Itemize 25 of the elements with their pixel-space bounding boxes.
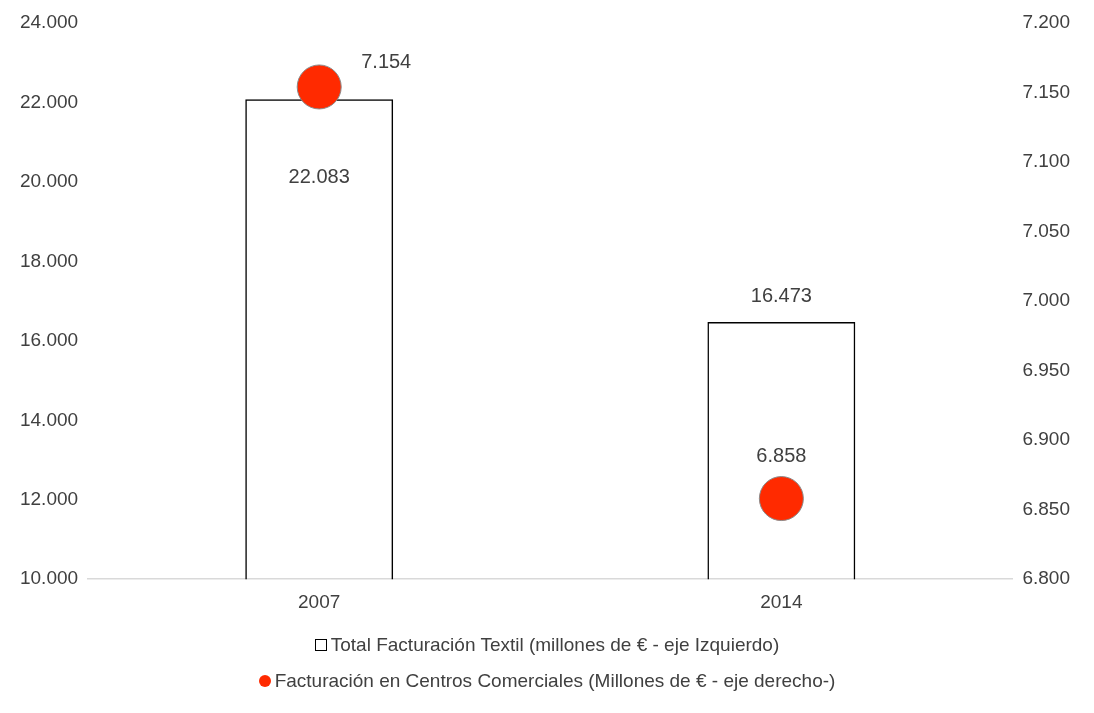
y-tick-label: 10.000 bbox=[19, 567, 79, 589]
x-tick-label: 2007 bbox=[298, 590, 341, 612]
y2-tick-label: 6.850 bbox=[1022, 497, 1070, 519]
x-tick-label: 2014 bbox=[760, 590, 803, 612]
y2-tick-label: 6.950 bbox=[1022, 358, 1070, 380]
y2-tick-label: 6.900 bbox=[1022, 428, 1070, 450]
legend-label: Facturación en Centros Comerciales (Millones de € - eje derecho-) bbox=[274, 670, 836, 692]
data-label: 6.858 bbox=[756, 444, 807, 467]
y2-tick-label: 7.100 bbox=[1022, 150, 1070, 172]
y-tick-label: 24.000 bbox=[19, 11, 79, 33]
legend-label: Total Facturación Textil (millones de € - eje Izquierdo) bbox=[330, 634, 780, 656]
y-tick-label: 20.000 bbox=[19, 170, 79, 192]
y-tick-label: 18.000 bbox=[19, 249, 79, 271]
y-tick-label: 14.000 bbox=[19, 408, 79, 430]
y2-tick-label: 7.000 bbox=[1022, 289, 1070, 311]
data-label: 16.473 bbox=[750, 283, 812, 306]
y-tick-label: 12.000 bbox=[19, 487, 79, 509]
y2-tick-label: 6.800 bbox=[1022, 567, 1070, 589]
data-label: 7.154 bbox=[361, 50, 412, 73]
y-tick-label: 16.000 bbox=[19, 329, 79, 351]
y2-tick-label: 7.200 bbox=[1022, 11, 1070, 33]
y-tick-label: 22.000 bbox=[19, 90, 79, 112]
y2-tick-label: 7.150 bbox=[1022, 80, 1070, 102]
data-label: 22.083 bbox=[288, 164, 350, 187]
y2-tick-label: 7.050 bbox=[1022, 219, 1070, 241]
